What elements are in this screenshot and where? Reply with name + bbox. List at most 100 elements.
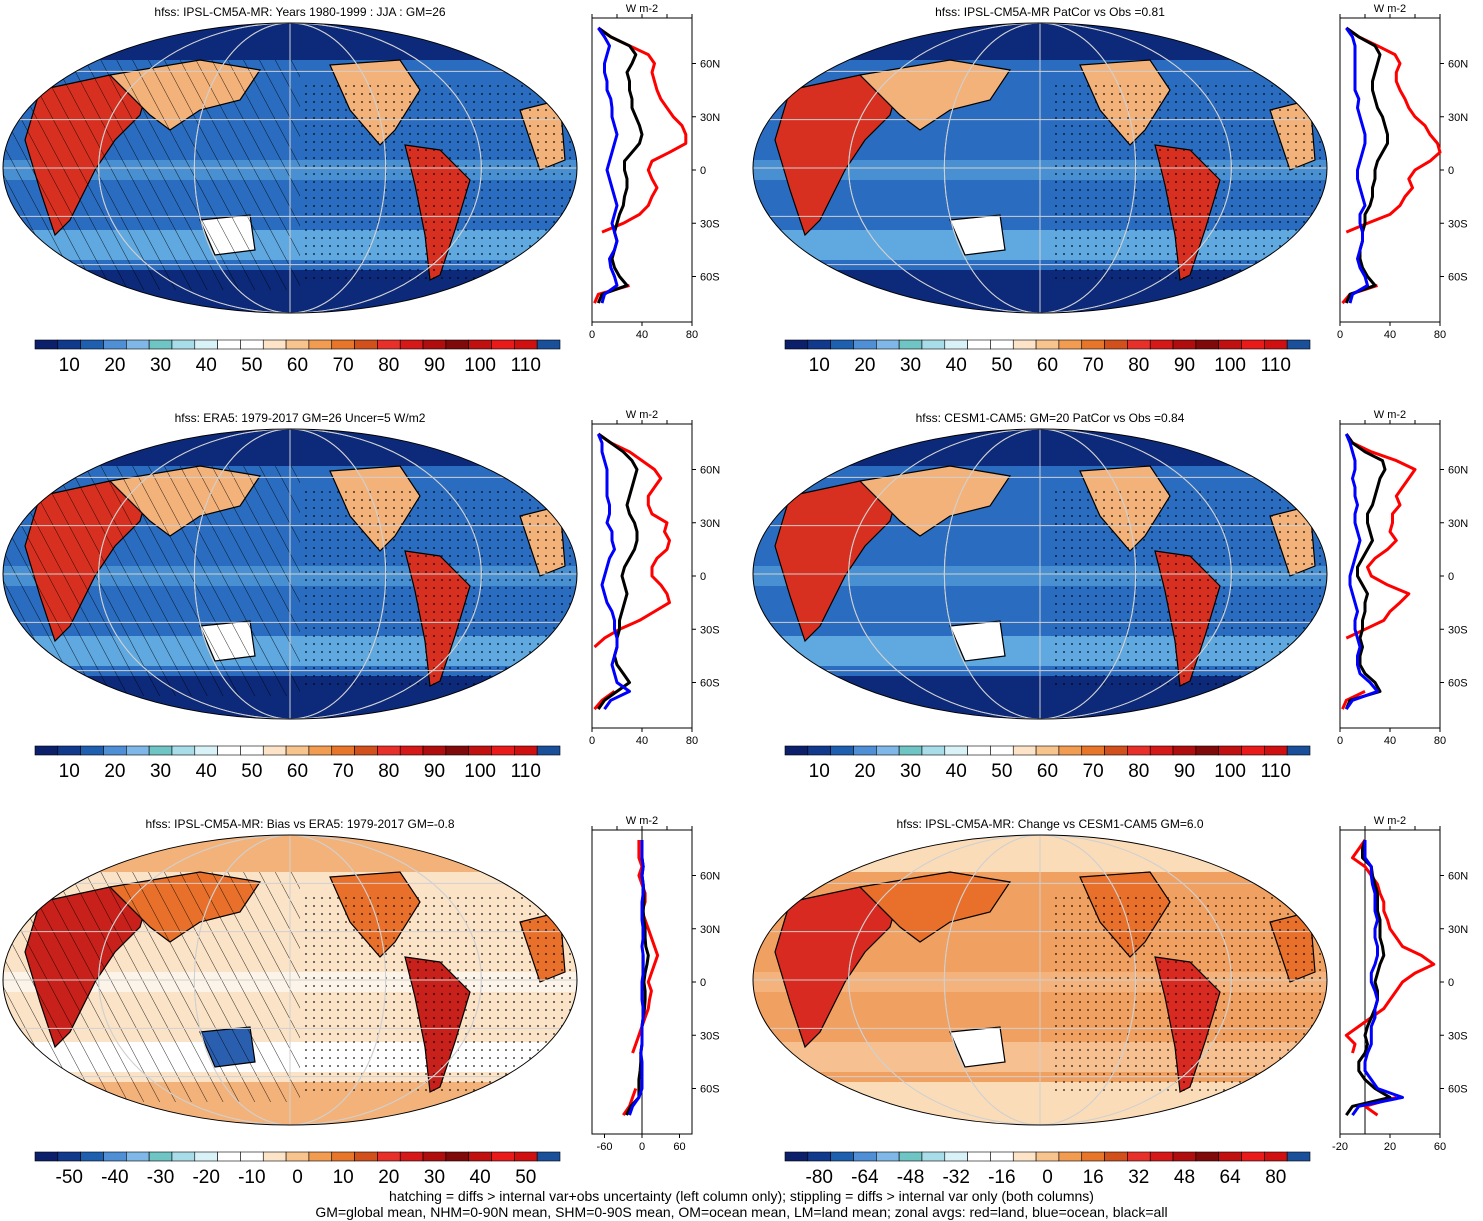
lat-label: 60N [1448,465,1468,477]
x-tick-label: 40 [1384,329,1396,341]
colorbar-swatch [285,1151,310,1162]
polar-band-north [3,429,577,466]
panel-title-3: hfss: ERA5: 1979-2017 GM=26 Uncer=5 W/m2 [174,411,426,425]
x-tick-label: 80 [686,329,698,341]
colorbar-swatch [830,339,854,350]
lat-label: 30N [700,924,720,936]
zonal-profile-2: W m-2 0 40 80 60N 30N 0 30S 60S [1337,3,1468,341]
colorbar-swatch [1127,745,1151,756]
profile-all-line [1344,26,1389,304]
colorbar-swatch [1104,1151,1128,1162]
panel-title-4: hfss: CESM1-CAM5: GM=20 PatCor vs Obs =0… [915,411,1185,425]
colorbar-label: 30 [900,761,921,782]
colorbar-swatch [240,1151,264,1162]
colorbar-swatch [1241,1151,1265,1162]
polar-band-north [753,23,1327,60]
panel-title-1: hfss: IPSL-CM5A-MR: Years 1980-1999 : JJ… [154,5,446,19]
colorbar-label: 60 [1037,761,1058,782]
colorbar-swatch [1081,745,1105,756]
colorbar-swatch [422,1151,447,1162]
colorbar-3: 10 20 30 40 50 60 70 80 90 100 110 [34,745,561,782]
colorbar-swatch [422,339,447,350]
colorbar-swatch [103,339,127,350]
lat-label: 0 [700,977,706,989]
colorbar-swatch [354,339,378,350]
profile-units: W m-2 [626,409,658,421]
colorbar-label: -30 [147,1167,174,1188]
colorbar-label: 80 [1265,1167,1286,1188]
lat-label: 60S [1448,272,1468,284]
meridian-line [193,835,387,1125]
profile-units: W m-2 [626,815,658,827]
colorbar-label: 20 [854,355,875,376]
colorbar-label: 10 [59,355,80,376]
colorbar-swatch [399,745,424,756]
x-tick-label: -60 [597,1141,613,1153]
colorbar-swatch [262,339,287,350]
colorbar-swatch [876,339,900,350]
colorbar-label: 40 [196,761,217,782]
colorbar-swatch [445,1151,469,1162]
colorbar-swatch [1104,339,1128,350]
x-tick-label: 60 [673,1141,685,1153]
lat-label: 60S [700,678,720,690]
map-border [2,834,578,1126]
lat-label: 0 [700,165,706,177]
colorbar-swatch [921,745,946,756]
lat-label: 30N [1448,518,1468,530]
colorbar-swatch [830,1151,854,1162]
x-tick-label: 80 [1434,735,1446,747]
colorbar-label: 70 [1083,761,1104,782]
profile-units: W m-2 [626,3,658,15]
colorbar-swatch [807,339,831,350]
colorbar-swatch [491,745,515,756]
stippling [1050,892,1327,1092]
colorbar-swatch [1195,339,1219,350]
profile-ocean-line [596,433,631,710]
meridian-line [193,23,387,313]
stippling [300,892,577,1092]
colorbar-swatch [921,339,946,350]
meridian-line [98,835,482,1125]
profile-units: W m-2 [1374,3,1406,15]
x-tick-label: 40 [636,735,648,747]
colorbar-swatch [807,1151,831,1162]
colorbar-swatch [491,1151,515,1162]
colorbar-label: 110 [1261,355,1291,376]
lat-label: 60N [700,59,720,71]
colorbar-swatch [126,339,150,350]
lat-label: 30N [1448,924,1468,936]
colorbar-2: 10 20 30 40 50 60 70 80 90 100 110 [784,339,1311,376]
colorbar-swatch [445,745,469,756]
colorbar-label: -32 [942,1167,969,1188]
colorbar-swatch [536,339,561,350]
colorbar-label: 80 [378,761,399,782]
map-panel-6 [752,834,1328,1126]
footer-line-1: hatching = diffs > internal var+obs unce… [389,1188,1094,1204]
colorbar-swatch [1286,1151,1311,1162]
colorbar-swatch [1264,1151,1288,1162]
colorbar-swatch [491,339,515,350]
colorbar-label: 50 [991,355,1012,376]
map-border [752,428,1328,720]
colorbar-swatch [1218,1151,1242,1162]
colorbar-swatch [784,745,809,756]
colorbar-swatch [285,745,310,756]
colorbar-swatch [34,339,59,350]
map-panel-3 [2,428,578,720]
colorbar-swatch [1264,745,1288,756]
colorbar-swatch [967,745,991,756]
profile-frame [1339,829,1441,1135]
colorbar-swatch [1012,1151,1037,1162]
x-tick-label: 0 [639,1141,645,1153]
lat-label: 60N [700,465,720,477]
colorbar-swatch [1012,745,1037,756]
colorbar-swatch [967,1151,991,1162]
lat-label: 60S [700,1084,720,1096]
colorbar-label: 50 [241,761,262,782]
colorbar-swatch [1127,339,1151,350]
profile-units: W m-2 [1374,815,1406,827]
map-border [752,22,1328,314]
colorbar-label: -80 [806,1167,833,1188]
colorbar-label: 0 [292,1167,303,1188]
